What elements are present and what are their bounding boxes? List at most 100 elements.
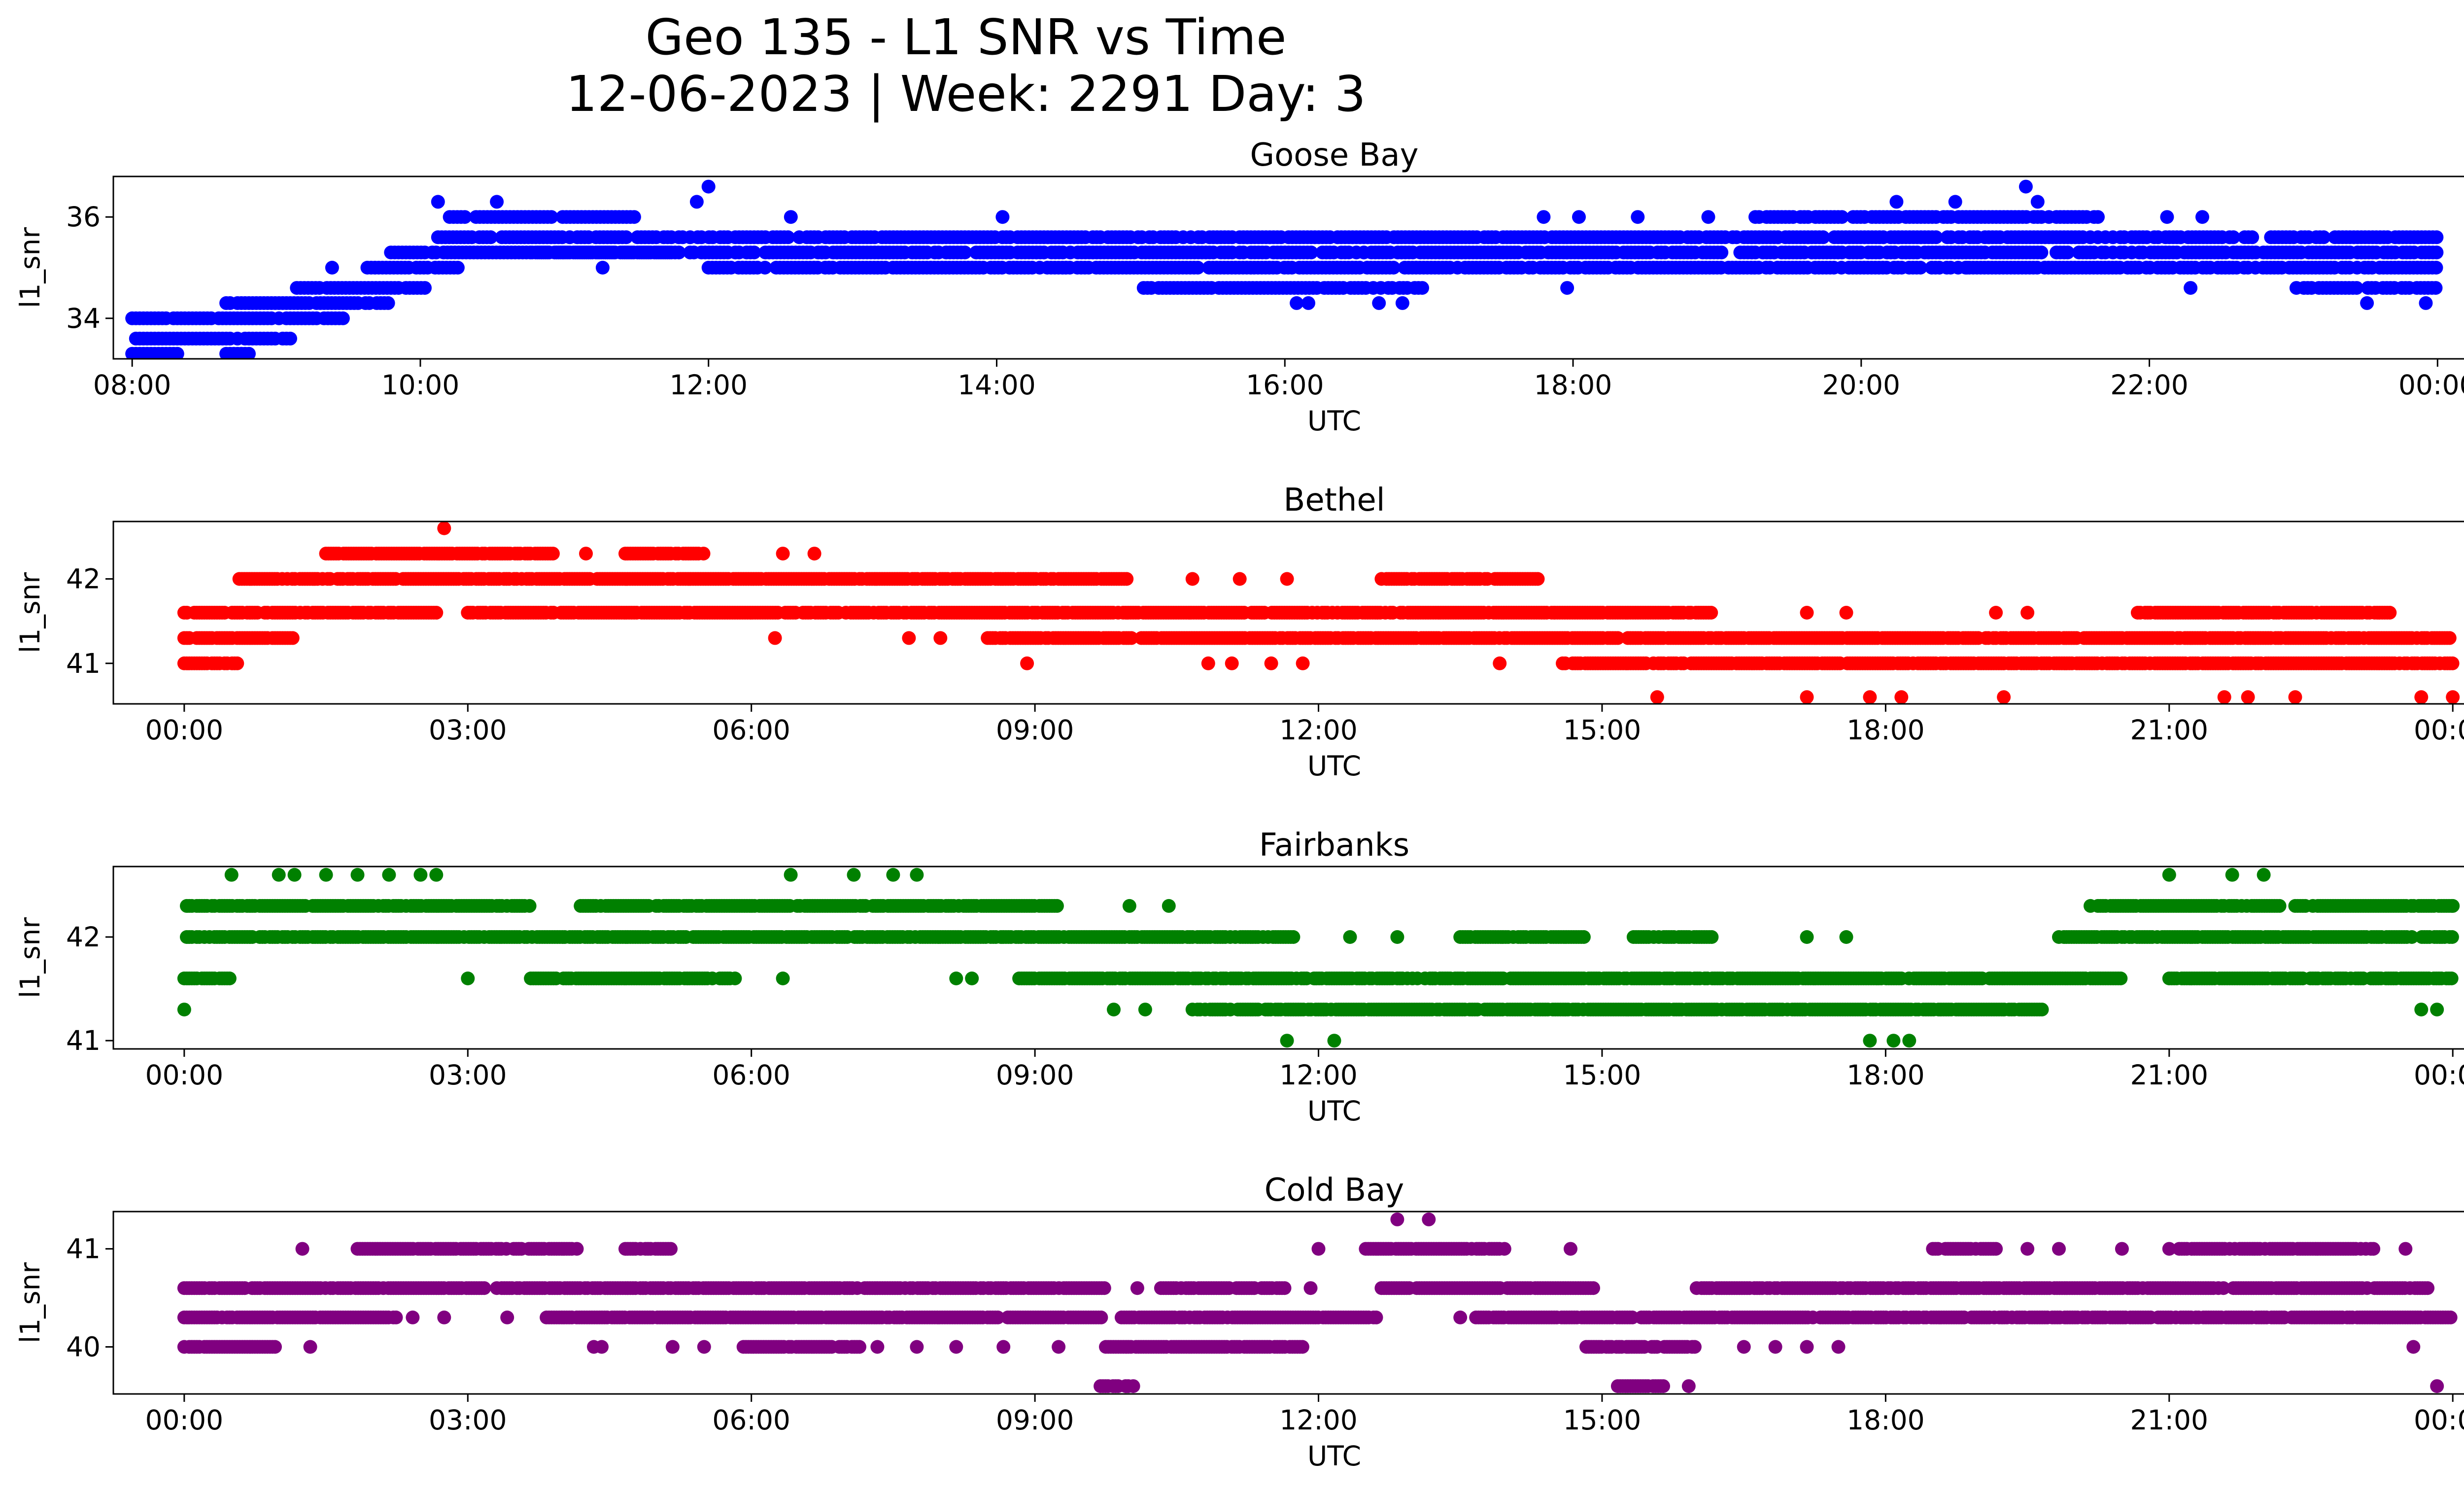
scatter-series bbox=[125, 179, 2444, 359]
data-point bbox=[242, 347, 256, 359]
data-point bbox=[490, 195, 504, 209]
data-point bbox=[672, 245, 686, 260]
data-point bbox=[689, 195, 704, 209]
x-tick-label: 10:00 bbox=[381, 369, 460, 401]
data-point bbox=[458, 210, 472, 224]
y-axis-label: l1_snr bbox=[14, 572, 46, 653]
data-point bbox=[2360, 296, 2374, 310]
data-point bbox=[2034, 245, 2049, 260]
data-point bbox=[1576, 930, 1591, 944]
data-point bbox=[776, 547, 790, 561]
figure-title-line-1: Geo 135 - L1 SNR vs Time bbox=[646, 8, 1287, 66]
data-point bbox=[2195, 210, 2209, 224]
x-tick-label: 12:00 bbox=[669, 369, 748, 401]
data-point bbox=[1839, 606, 1853, 620]
data-point bbox=[2160, 210, 2174, 224]
data-point bbox=[747, 245, 761, 260]
data-point bbox=[285, 631, 300, 645]
data-point bbox=[483, 230, 498, 244]
figure-title-line-2: 12-06-2023 | Week: 2291 Day: 3 bbox=[566, 65, 1366, 123]
data-point bbox=[1415, 281, 1429, 295]
data-point bbox=[437, 522, 451, 535]
data-point bbox=[1280, 572, 1294, 586]
data-point bbox=[619, 230, 633, 244]
data-point bbox=[2430, 230, 2444, 244]
data-point bbox=[1531, 572, 1545, 586]
data-point bbox=[1889, 195, 1904, 209]
x-axis-label: UTC bbox=[1307, 750, 1361, 782]
data-point bbox=[1960, 261, 1974, 275]
data-point bbox=[2405, 930, 2419, 944]
axes-frame bbox=[112, 175, 2464, 360]
data-point bbox=[1894, 690, 1909, 704]
data-point bbox=[2430, 245, 2444, 260]
data-point bbox=[902, 631, 916, 645]
x-tick-label: 15:00 bbox=[1563, 714, 1642, 746]
data-point bbox=[995, 210, 1010, 224]
data-point bbox=[336, 311, 350, 325]
data-point bbox=[1201, 656, 1215, 670]
scatter-series bbox=[177, 522, 2460, 704]
y-tick-label: 42 bbox=[66, 563, 101, 594]
data-point bbox=[546, 547, 560, 561]
data-point bbox=[958, 245, 972, 260]
x-tick-label: 22:00 bbox=[2110, 369, 2189, 401]
data-point bbox=[2445, 930, 2459, 944]
data-point bbox=[1800, 606, 1814, 620]
data-point bbox=[1395, 296, 1409, 310]
data-point bbox=[1124, 631, 1138, 645]
data-point bbox=[1560, 281, 1574, 295]
scatter-series bbox=[177, 868, 2460, 1048]
data-point bbox=[2184, 281, 2198, 295]
data-point bbox=[1948, 195, 1962, 209]
data-point bbox=[1650, 690, 1664, 704]
y-axis-label: l1_snr bbox=[14, 227, 46, 308]
data-point bbox=[429, 606, 444, 620]
x-axis-label: UTC bbox=[1307, 405, 1361, 437]
data-point bbox=[758, 261, 772, 275]
y-tick-label: 41 bbox=[66, 648, 101, 679]
data-point bbox=[807, 547, 821, 561]
data-point bbox=[450, 261, 465, 275]
data-point bbox=[2226, 230, 2240, 244]
data-point bbox=[283, 331, 297, 346]
data-point bbox=[170, 347, 184, 359]
data-point bbox=[1191, 261, 1205, 275]
data-point bbox=[2317, 230, 2331, 244]
x-tick-label: 00:00 bbox=[2398, 369, 2464, 401]
data-point bbox=[2429, 281, 2443, 295]
data-point bbox=[522, 899, 537, 913]
data-point bbox=[2245, 230, 2259, 244]
data-point bbox=[1701, 210, 1715, 224]
data-point bbox=[1232, 572, 1247, 586]
data-point bbox=[579, 547, 593, 561]
data-point bbox=[2446, 690, 2460, 704]
data-point bbox=[784, 210, 798, 224]
data-point bbox=[2414, 690, 2429, 704]
data-point bbox=[2091, 210, 2105, 224]
subplot-title: Bethel bbox=[1283, 482, 1385, 519]
data-point bbox=[381, 296, 395, 310]
x-tick-label: 03:00 bbox=[429, 714, 507, 746]
data-point bbox=[325, 261, 339, 275]
data-point bbox=[544, 210, 558, 224]
data-point bbox=[595, 261, 610, 275]
data-point bbox=[431, 195, 445, 209]
data-point bbox=[728, 972, 742, 985]
x-tick-label: 18:00 bbox=[1534, 369, 1612, 401]
data-point bbox=[1225, 656, 1239, 670]
data-point bbox=[2445, 656, 2460, 670]
data-point bbox=[1989, 606, 2003, 620]
data-point bbox=[1304, 245, 1318, 260]
data-point bbox=[2350, 281, 2364, 295]
data-point bbox=[2419, 296, 2433, 310]
data-point bbox=[2020, 606, 2035, 620]
data-point bbox=[418, 281, 432, 295]
data-point bbox=[230, 656, 244, 670]
data-point bbox=[1264, 656, 1278, 670]
